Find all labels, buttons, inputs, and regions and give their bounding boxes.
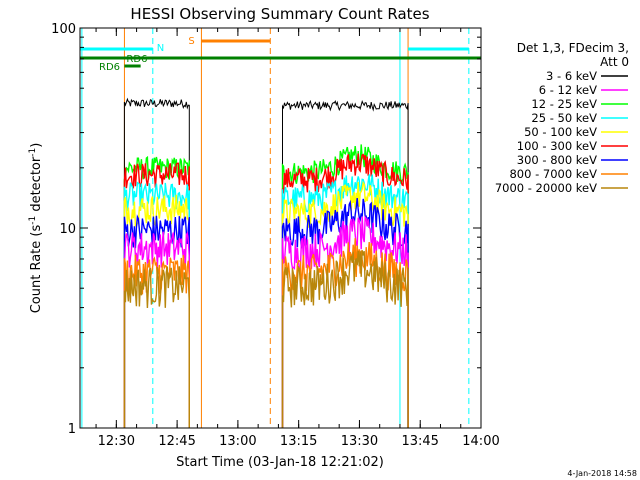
series-trace bbox=[123, 181, 191, 428]
series-50-100keV bbox=[123, 181, 409, 428]
y-axis-label-sup2: -1 bbox=[28, 148, 38, 157]
legend-label-6: 300 - 800 keV bbox=[517, 153, 597, 167]
series-trace bbox=[281, 198, 409, 428]
axes: 12:30 12:45 13:00 13:15 13:30 13:45 14:00 1 10 10… bbox=[51, 22, 500, 449]
legend-label-4: 50 - 100 keV bbox=[524, 125, 597, 139]
legend-label-3: 25 - 50 keV bbox=[531, 111, 597, 125]
series-trace bbox=[281, 181, 409, 428]
x-tick-label-2: 13:00 bbox=[219, 434, 256, 449]
flag-label-s: S bbox=[188, 36, 194, 47]
series-trace bbox=[123, 97, 190, 428]
series-trace bbox=[281, 215, 409, 428]
series-trace bbox=[123, 231, 191, 428]
legend-label-1: 6 - 12 keV bbox=[539, 83, 597, 97]
y-tick-label-1: 10 bbox=[59, 222, 76, 237]
plot-area: N S RD6 RD6 bbox=[80, 28, 481, 428]
legend-label-7: 800 - 7000 keV bbox=[509, 167, 597, 181]
y-tick-label-2: 100 bbox=[51, 22, 76, 37]
x-tick-label-1: 12:45 bbox=[158, 434, 195, 449]
legend-label-0: 3 - 6 keV bbox=[546, 69, 597, 83]
flag-label-n: N bbox=[157, 43, 164, 54]
y-tick-label-0: 1 bbox=[68, 422, 76, 437]
flag-label-rd6: RD6 bbox=[99, 62, 120, 73]
x-tick-label-6: 14:00 bbox=[462, 434, 499, 449]
series-7000-20000keV bbox=[123, 250, 409, 428]
series-trace bbox=[123, 162, 191, 428]
y-axis-label-mid: detector bbox=[29, 156, 44, 216]
y-axis-label-main: Count Rate (s bbox=[29, 225, 44, 314]
x-tick-label-3: 13:15 bbox=[280, 434, 317, 449]
x-tick-label-0: 12:30 bbox=[98, 434, 135, 449]
y-axis-label-sup1: -1 bbox=[28, 216, 38, 225]
series-300-800keV bbox=[123, 198, 409, 428]
chart-title: HESSI Observing Summary Count Rates bbox=[130, 5, 429, 23]
y-axis-label: Count Rate (s-1 detector-1) bbox=[28, 143, 44, 314]
series-trace bbox=[281, 250, 409, 428]
legend-label-2: 12 - 25 keV bbox=[531, 97, 597, 111]
flag-label-rd6-upper: RD6 bbox=[126, 54, 147, 65]
series-trace bbox=[123, 266, 191, 428]
legend-header-line1: Det 1,3, FDecim 3, bbox=[517, 41, 629, 55]
series-trace bbox=[282, 99, 409, 428]
series-trace bbox=[123, 194, 191, 428]
generation-timestamp: 4-Jan-2018 14:58 bbox=[567, 469, 637, 478]
series-3-6keV bbox=[123, 97, 409, 428]
series-trace bbox=[123, 214, 191, 428]
legend-label-5: 100 - 300 keV bbox=[517, 139, 597, 153]
series-6-12keV bbox=[123, 215, 409, 428]
x-tick-label-4: 13:30 bbox=[341, 434, 378, 449]
legend-header-line2: Att 0 bbox=[600, 55, 629, 69]
x-axis-label: Start Time (03-Jan-18 12:21:02) bbox=[176, 455, 384, 470]
x-tick-label-5: 13:45 bbox=[401, 434, 438, 449]
series-100-300keV bbox=[123, 153, 409, 428]
legend-label-8: 7000 - 20000 keV bbox=[495, 181, 597, 195]
y-axis-label-end: ) bbox=[29, 143, 44, 148]
series-trace bbox=[281, 153, 409, 428]
